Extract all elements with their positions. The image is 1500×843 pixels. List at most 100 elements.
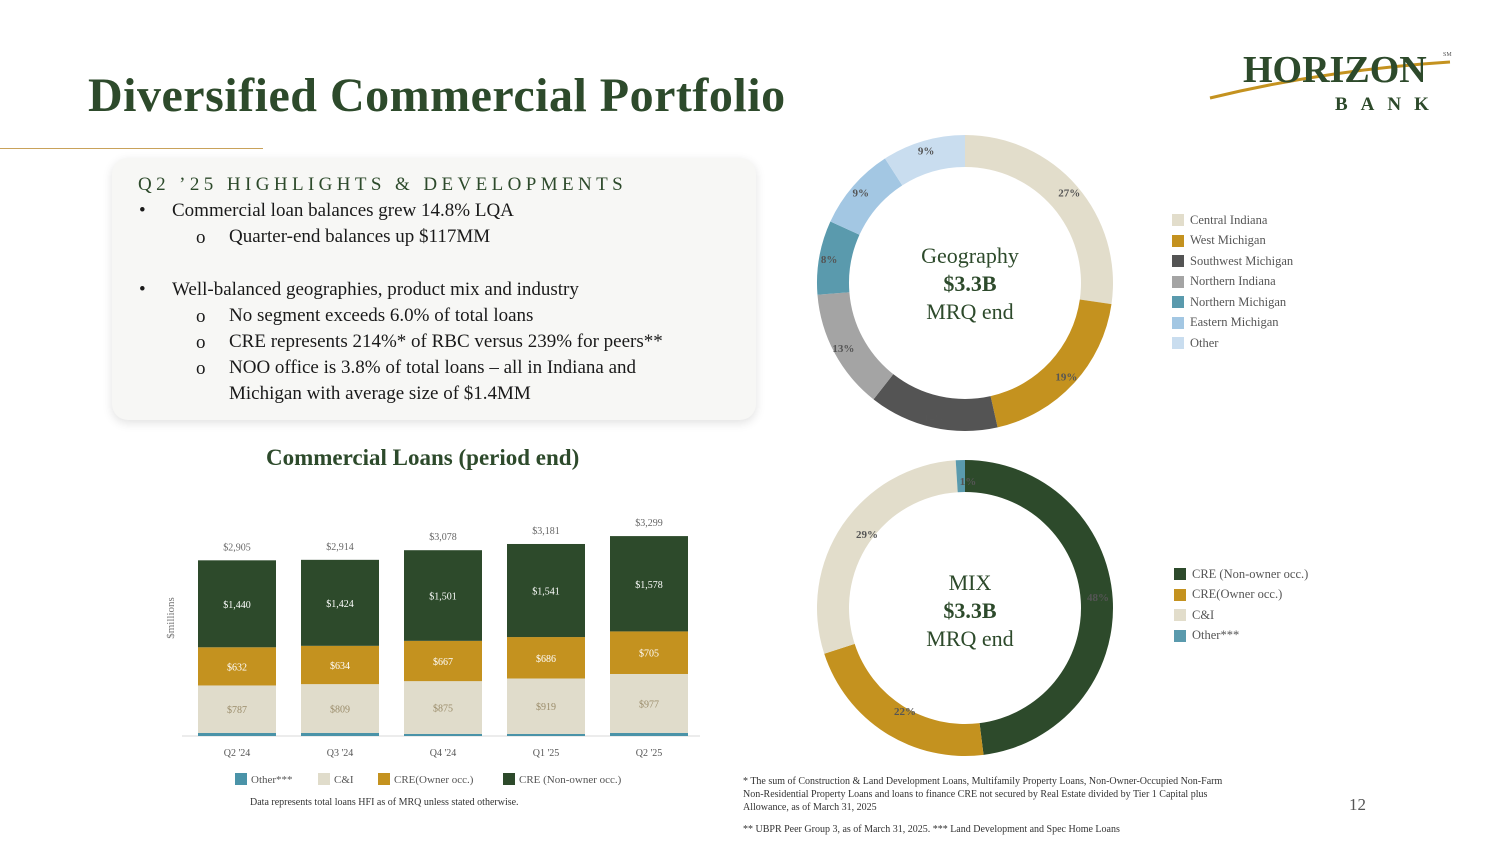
legend-label: Northern Michigan xyxy=(1190,294,1287,309)
legend-item: CRE (Non-owner occ.) xyxy=(1174,564,1308,585)
highlight-line-6: NOO office is 3.8% of total loans – all … xyxy=(229,357,636,378)
legend-swatch xyxy=(378,773,390,785)
donut-slice xyxy=(824,643,984,756)
bar-segment xyxy=(507,734,585,736)
mix-subtitle: MRQ end xyxy=(926,626,1014,651)
legend-item: Central Indiana xyxy=(1172,210,1293,231)
logo-tm: SM xyxy=(1443,52,1452,58)
x-tick-label: Q3 '24 xyxy=(327,748,354,759)
donut-slice xyxy=(884,135,965,186)
bar-segment xyxy=(198,560,276,648)
legend-swatch xyxy=(1172,296,1184,309)
data-label: $809 xyxy=(330,705,350,716)
legend-label: C&I xyxy=(334,774,354,786)
legend-item: CRE(Owner occ.) xyxy=(1174,585,1308,606)
highlight-line-3: Well-balanced geographies, product mix a… xyxy=(172,279,579,300)
highlight-line-1: Commercial loan balances grew 14.8% LQA xyxy=(172,200,514,221)
donut-slice xyxy=(817,292,894,400)
bar-segment xyxy=(198,733,276,736)
slice-label: 22% xyxy=(894,706,916,718)
logo-main-text: HORIZON xyxy=(1243,49,1427,91)
legend-swatch xyxy=(1172,316,1184,329)
slice-label: 27% xyxy=(1058,188,1080,200)
footnote-star2: ** UBPR Peer Group 3, as of March 31, 20… xyxy=(743,824,1120,835)
slice-label: 48% xyxy=(1087,592,1109,604)
mix-total: $3.3B xyxy=(943,598,997,623)
bar-segment xyxy=(404,550,482,641)
x-tick-label: Q2 '24 xyxy=(224,748,251,759)
highlights-panel xyxy=(112,158,756,420)
data-label: $1,440 xyxy=(223,600,251,611)
legend-label: Northern Indiana xyxy=(1190,274,1276,289)
bar-segment xyxy=(404,681,482,734)
horizon-bank-logo: HORIZON SM BANK xyxy=(1209,49,1452,115)
title-divider xyxy=(0,148,263,149)
legend-item: Other*** xyxy=(1174,626,1308,647)
total-label: $2,905 xyxy=(223,542,251,553)
bar-segment xyxy=(507,678,585,734)
legend-swatch xyxy=(1172,234,1184,247)
legend-label: Other xyxy=(1190,335,1219,350)
slice-label: 14% xyxy=(924,413,946,425)
geography-center-label: Geography $3.3B MRQ end xyxy=(895,242,1045,326)
bar-segment xyxy=(301,645,379,685)
legend-item: West Michigan xyxy=(1172,231,1293,252)
legend-label: Other*** xyxy=(1192,628,1240,643)
donut-slice xyxy=(965,460,1114,755)
data-label: $919 xyxy=(536,702,556,713)
legend-label: Central Indiana xyxy=(1190,212,1268,227)
data-label: $977 xyxy=(639,699,659,710)
x-tick-label: Q1 '25 xyxy=(533,748,560,759)
legend-swatch xyxy=(1172,255,1184,268)
total-label: $3,078 xyxy=(429,532,457,543)
bar-segment xyxy=(610,536,688,632)
bar-segment xyxy=(610,631,688,674)
highlight-line-2: Quarter-end balances up $117MM xyxy=(229,226,491,247)
bar-segment xyxy=(404,734,482,736)
data-label: $667 xyxy=(433,657,453,668)
logo-sub-text: BANK xyxy=(1335,94,1442,115)
bar-segment xyxy=(301,559,379,646)
bar-segment xyxy=(301,733,379,736)
slice-label: 8% xyxy=(821,254,838,266)
geography-title: Geography xyxy=(921,243,1019,268)
x-tick-label: Q2 '25 xyxy=(636,748,663,759)
legend-swatch xyxy=(235,773,247,785)
donut-slice xyxy=(817,460,958,654)
bullet-marker: • xyxy=(139,200,146,221)
total-label: $3,181 xyxy=(532,526,560,537)
donut-slice xyxy=(817,221,860,295)
legend-swatch xyxy=(1172,337,1184,350)
data-label: $875 xyxy=(433,704,453,715)
sub-bullet-marker: o xyxy=(196,306,206,327)
data-label: $634 xyxy=(330,661,350,672)
y-axis-label: $millions xyxy=(165,597,177,639)
bar-segment xyxy=(610,673,688,733)
data-label: $787 xyxy=(227,705,247,716)
legend-label: Southwest Michigan xyxy=(1190,253,1294,268)
bar-segment xyxy=(198,647,276,686)
donut-slice xyxy=(955,460,965,493)
mix-center-label: MIX $3.3B MRQ end xyxy=(895,569,1045,653)
bar-segment xyxy=(507,543,585,638)
geography-total: $3.3B xyxy=(943,271,997,296)
footnote-star1-line3: Allowance, as of March 31, 2025 xyxy=(743,802,877,813)
logo-swoosh-icon xyxy=(1209,60,1451,100)
legend-item: Southwest Michigan xyxy=(1172,251,1293,272)
donut-slice xyxy=(830,158,903,235)
slice-label: 29% xyxy=(856,529,878,541)
legend-label: Eastern Michigan xyxy=(1190,315,1279,330)
legend-swatch xyxy=(1172,214,1184,227)
legend-swatch xyxy=(1174,609,1186,622)
legend-label: West Michigan xyxy=(1190,233,1266,248)
slice-label: 9% xyxy=(918,146,935,158)
slice-label: 13% xyxy=(832,343,854,355)
legend-label: CRE(Owner occ.) xyxy=(394,774,474,786)
legend-swatch xyxy=(318,773,330,785)
donut-slice xyxy=(965,135,1113,305)
legend-item: Other xyxy=(1172,333,1293,354)
data-label: $1,424 xyxy=(326,599,354,610)
data-label: $686 xyxy=(536,654,556,665)
bar-chart-title: Commercial Loans (period end) xyxy=(266,445,580,470)
